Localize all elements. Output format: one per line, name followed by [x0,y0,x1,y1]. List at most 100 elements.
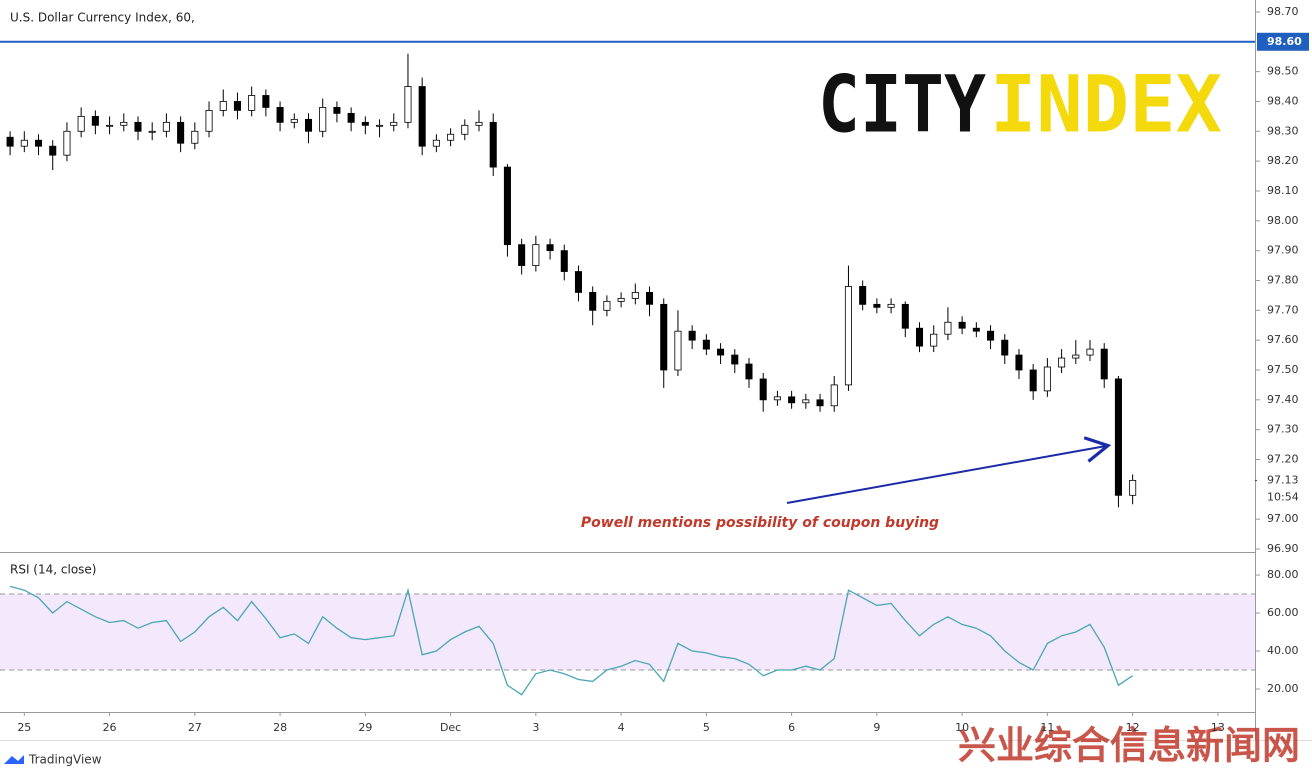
candle-body [447,133,455,141]
candle-body [901,303,909,329]
candle-body [120,121,128,126]
y-tick-label: 97.60 [1267,333,1299,346]
candle-body [660,303,668,371]
candle-body [319,107,327,132]
candle-body [944,321,952,335]
y-tick-label: 97.40 [1267,393,1299,406]
candle-body [532,244,540,266]
footer-icon [4,755,24,764]
y-tick-label: 97.80 [1267,273,1299,286]
x-tick-label: 29 [358,721,372,734]
candle-body [759,378,767,401]
x-tick-label: 3 [532,721,539,734]
x-tick-label: 4 [618,721,625,734]
candle-body [702,339,710,350]
candle-body [844,286,852,386]
candle-body [1072,354,1080,359]
x-tick-label: 27 [188,721,202,734]
last-price-box [1257,472,1309,507]
y-tick-label: 97.70 [1267,303,1299,316]
x-tick-label: 25 [17,721,31,734]
candle-body [589,292,597,311]
candle-body [1086,348,1094,356]
candle-body [1100,348,1108,380]
candle-body [262,95,270,108]
x-tick-label: 12 [1126,721,1140,734]
footer-text[interactable]: TradingView [28,753,102,767]
candle-body [574,271,583,293]
candle-body [1001,339,1009,356]
y-tick-label: 60.00 [1267,606,1299,619]
candle-body [205,110,213,132]
candle-body [816,399,824,407]
candle-body [930,333,938,347]
footer-logo [4,755,24,764]
candle-body [304,118,313,132]
candle-body [560,250,568,272]
y-tick-label: 98.50 [1267,65,1299,78]
candle-body [987,330,995,341]
candle-body [276,107,284,123]
y-tick-label: 98.30 [1267,124,1299,137]
candle-body [475,121,483,126]
candle-body [134,121,142,132]
candle-body [404,86,412,123]
x-tick-label: 13 [1211,721,1225,734]
candle-body [645,292,654,305]
candle-body [20,139,28,147]
candle-body [1058,357,1066,368]
y-tick-label: 20.00 [1267,682,1299,695]
x-tick-label: 5 [703,721,710,734]
x-tick-label: 28 [273,721,287,734]
hline-label-box [1257,32,1309,51]
candle-body [376,124,384,127]
candle-body [361,121,369,126]
y-tick-label: 80.00 [1267,568,1299,581]
candle-body [915,327,924,347]
annotation: Powell mentions possibility of coupon bu… [581,515,939,531]
x-tick-label: 11 [1040,721,1054,734]
candle-body [418,86,426,147]
candle-body [972,327,980,332]
candle-body [1015,354,1023,371]
last-price-label: 97.13 [1267,473,1299,486]
candle-body [887,303,895,308]
rsi-line [9,585,1133,696]
candle-body [731,354,739,365]
y-tick-label: 40.00 [1267,644,1299,657]
candle-body [802,399,810,404]
y-tick-label: 98.00 [1267,214,1299,227]
candle-body [49,145,57,156]
candle-body [503,166,511,246]
candle-body [717,348,725,356]
candle-body [773,396,781,401]
candle-body [859,286,867,305]
candle-body [191,130,199,144]
candle-body [148,130,156,133]
candle-body [290,118,298,123]
y-tick-label: 97.50 [1267,363,1299,376]
rsi-title: RSI (14, close) [10,563,96,577]
logo-index: INDEX [990,60,1222,150]
candle-body [489,121,497,168]
candle-body [617,297,625,302]
x-tick-label: 9 [873,721,880,734]
candle-body [830,384,838,407]
candle-body [63,130,71,156]
annotation-arrow [786,436,1112,504]
watermark: 兴业综合信息新闻网 [958,724,1300,768]
candle-body [461,124,469,135]
chart-title: U.S. Dollar Currency Index, 60, [10,11,195,25]
candle-body [745,363,753,380]
rsi-band [0,594,1255,671]
candle-body [546,244,554,252]
y-tick-label: 97.90 [1267,244,1299,257]
candle-body [674,330,682,371]
y-tick-label: 97.00 [1267,512,1299,525]
candle-body [390,121,398,126]
y-tick-label: 98.70 [1267,5,1299,18]
candle-body [1029,369,1037,392]
x-tick-label: 6 [788,721,795,734]
candle-body [1129,479,1137,496]
